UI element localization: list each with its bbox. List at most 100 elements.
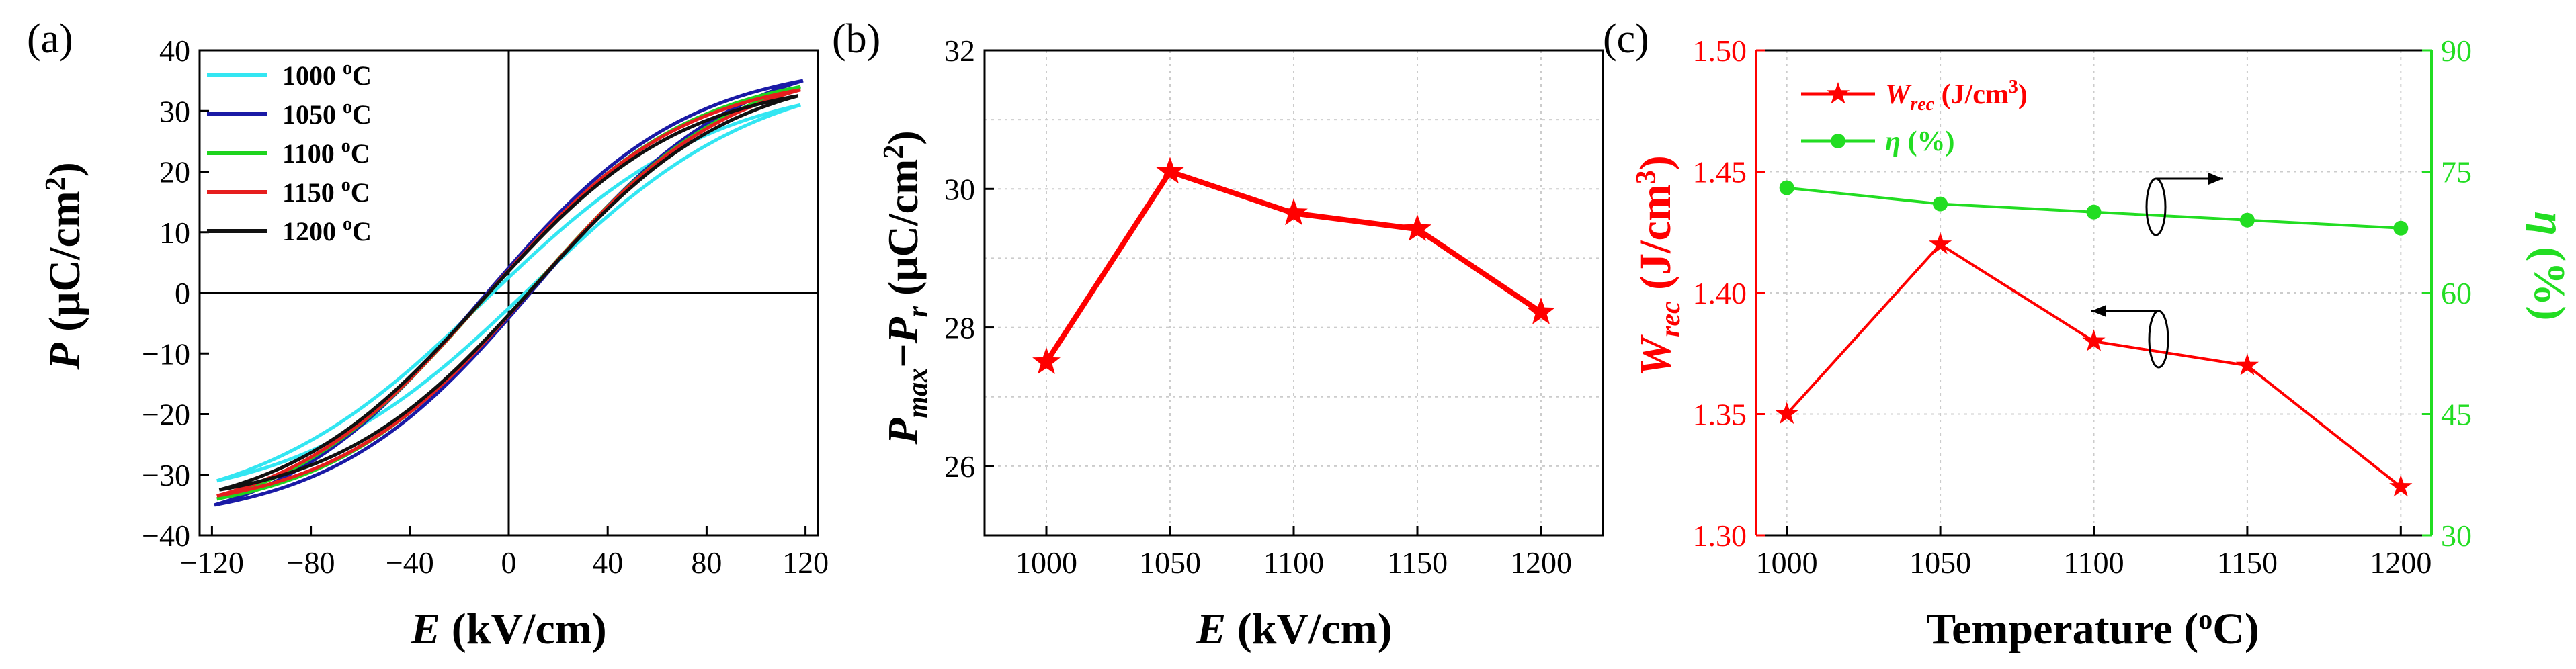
panel-c-right-axis-indicator-arrow-head: [2208, 173, 2223, 185]
panel-b-ylabel-mid: −: [879, 343, 927, 367]
panel-a-ytick-label: 0: [175, 276, 190, 310]
svg-text:η (%): η (%): [2525, 212, 2574, 321]
panel-c-ytick-right-label: 30: [2441, 519, 2472, 553]
panel-b-ylabel-a-sub: max: [903, 368, 933, 418]
panel-c-ylabel-left-sub: rec: [1655, 301, 1686, 337]
panel-a-xlabel: E (kV/cm): [410, 605, 606, 654]
panel-a-xtick-label: −80: [287, 545, 335, 580]
panel-b-xlabel-var: E: [1196, 605, 1226, 654]
panel-a-xtick-label: 0: [501, 545, 517, 580]
panel-c-xtick-label: 1150: [2217, 545, 2278, 580]
panel-b-ylabel-b-sub: r: [903, 306, 933, 317]
panel-a-ylabel-sup: 2: [40, 177, 71, 191]
panel-b-xtick-label: 1200: [1510, 545, 1572, 580]
panel-b-ylabel-close: ): [879, 130, 927, 144]
panel-c-ytick-right-label: 75: [2441, 155, 2472, 189]
panel-a-ylabel-var: P: [40, 343, 89, 371]
panel-a-xtick-label: 120: [782, 545, 829, 580]
panel-b-plot: 1000 1050 1100 1150 1200 26 28 30 32: [944, 34, 1604, 580]
panel-b-star-marker: [1527, 297, 1555, 324]
panel-a-legend-label-1000: 1000 oC: [282, 58, 372, 91]
panel-a-ytick-label: −10: [142, 337, 190, 371]
panel-a-xtick-label: −120: [180, 545, 244, 580]
panel-c-legend: Wrec (J/cm3) η (%): [1801, 77, 2028, 157]
panel-a-ytick-label: 10: [159, 216, 190, 250]
panel-c-legend-label-1: η (%): [1885, 126, 1955, 157]
panel-c-xlabel-text: Temperature (: [1926, 605, 2198, 654]
panel-c-ytick-left-label: 1.35: [1693, 398, 1747, 432]
panel-c-ylabel-left-var: W: [1631, 334, 1680, 377]
panel-c-star-marker: [2235, 353, 2259, 375]
panel-c-ylabel-left-close: ): [1631, 155, 1680, 170]
panel-c-xtick-label: 1000: [1756, 545, 1818, 580]
panel-a-ytick-label: 40: [159, 34, 190, 68]
panel-b-ytick-label: 30: [944, 172, 975, 206]
panel-c-left-axis-indicator-arrow-head: [2091, 305, 2106, 317]
panel-c-star-marker: [1929, 232, 1952, 255]
panel-c-left-axis-indicator-ellipse: [2148, 310, 2169, 369]
panel-b-star-marker: [1032, 347, 1061, 374]
panel-c-ytick-left-label: 1.40: [1693, 276, 1747, 310]
panel-b-xlabel-unit: (kV/cm): [1226, 605, 1392, 654]
panel-b: (b) Pmax−Pr (μC/cm2) E (kV/cm) 1000 1050 1…: [832, 16, 1604, 654]
panel-c-legend-marker-1: [1831, 134, 1845, 148]
panel-b-ylabel-b: P: [879, 316, 927, 344]
panel-a-plot: −120 −80 −40 0 40 80 120 −40 −30 −20 −10 0 10 20 30 40: [142, 34, 829, 580]
svg-text:Wrec (J/cm3): Wrec (J/cm3): [1631, 155, 1686, 376]
panel-b-xtick-label: 1100: [1263, 545, 1324, 580]
panel-c-xtick-label: 1100: [2063, 545, 2124, 580]
panel-c-label: (c): [1603, 16, 1649, 62]
panel-c-star-marker: [2082, 329, 2106, 351]
panel-c-right-axis-indicator-ellipse: [2145, 177, 2167, 236]
panel-b-xtick-label: 1000: [1015, 545, 1077, 580]
panel-c-ytick-left-label: 1.30: [1693, 519, 1747, 553]
panel-c-xtick-label: 1200: [2370, 545, 2432, 580]
panel-c-circle-marker: [1933, 196, 1948, 212]
panel-a-legend-label-1200: 1200 oC: [282, 214, 372, 247]
panel-c-ylabel-right-unit: (%): [2525, 236, 2574, 320]
panel-a-xlabel-var: E: [410, 605, 440, 654]
panel-c-ytick-left-label: 1.50: [1693, 34, 1747, 68]
panel-c-circle-marker: [2086, 204, 2102, 220]
panel-a-label: (a): [27, 16, 73, 62]
panel-b-xtick-label: 1050: [1139, 545, 1201, 580]
panel-a-xtick-label: 80: [691, 545, 722, 580]
panel-c-ylabel-left-sup: 3: [1631, 170, 1662, 184]
panel-c-ytick-left-label: 1.45: [1693, 155, 1747, 189]
panel-c-xlabel: Temperature (oC): [1926, 605, 2259, 654]
panel-b-xtick-label: 1150: [1387, 545, 1448, 580]
panel-c-ylabel-left: Wrec (J/cm3): [1631, 155, 1686, 376]
panel-b-ylabel-a: P: [879, 418, 927, 445]
panel-b-star-marker: [1280, 198, 1308, 226]
svg-text:Pmax−Pr (μC/cm2): Pmax−Pr (μC/cm2): [878, 130, 933, 445]
panel-c-ytick-right-label: 60: [2441, 276, 2472, 310]
panel-a-legend-label-1150: 1150 oC: [282, 175, 370, 208]
panel-a-ytick-label: −30: [142, 458, 190, 492]
panel-c-xlabel-end: C): [2212, 605, 2259, 654]
panel-a-xlabel-unit: (kV/cm): [440, 605, 606, 654]
svg-text:P (μC/cm2): P (μC/cm2): [40, 162, 89, 370]
panel-a-ytick-label: 30: [159, 94, 190, 128]
panel-c-circle-marker: [1779, 180, 1794, 195]
panel-a-ylabel: P (μC/cm2): [40, 162, 89, 370]
panel-a-xtick-label: −40: [386, 545, 434, 580]
panel-b-ylabel: Pmax−Pr (μC/cm2): [878, 130, 933, 445]
panel-b-xlabel: E (kV/cm): [1196, 605, 1392, 654]
panel-c-xtick-label: 1050: [1909, 545, 1971, 580]
panel-c-star-marker: [2389, 474, 2413, 497]
panel-a-ylabel-close: ): [40, 162, 89, 177]
panel-c-plot: 1000 1050 1100 1150 1200 1.30 1.35 1.40 1.45 1.50…: [1693, 34, 2473, 580]
panel-a-ytick-label: −40: [142, 519, 190, 553]
panel-a: (a) P (μC/cm2) E (kV/cm) −120 −80 −40 0 40 80…: [27, 16, 829, 654]
panel-b-label: (b): [832, 16, 880, 62]
panel-b-ylabel-sup: 2: [878, 145, 909, 159]
panel-a-ytick-label: −20: [142, 398, 190, 432]
panel-c: (c) Wrec (J/cm3) η (%) Temperature (oC) …: [1603, 16, 2574, 654]
panel-a-xtick-label: 40: [592, 545, 623, 580]
panel-c-xlabel-sup: o: [2198, 605, 2212, 635]
panel-c-ytick-right-label: 90: [2441, 34, 2472, 68]
panel-b-star-marker: [1403, 214, 1431, 241]
panel-b-star-marker: [1156, 157, 1184, 184]
panel-c-ylabel-right: η (%): [2525, 212, 2574, 321]
